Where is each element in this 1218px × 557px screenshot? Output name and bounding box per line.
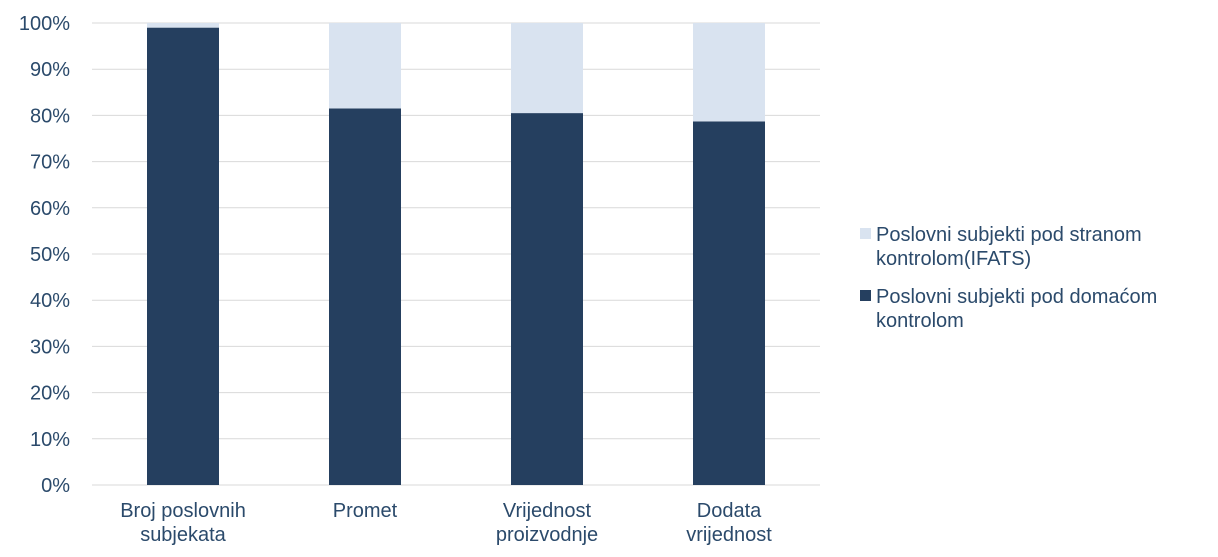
bar-segment-foreign xyxy=(329,23,401,109)
y-tick-label: 30% xyxy=(30,336,70,358)
y-tick-label: 60% xyxy=(30,198,70,220)
legend-label: Poslovni subjekti pod domaćom kontrolom xyxy=(876,286,1157,332)
x-category-label: Vrijednost proizvodnje xyxy=(496,500,598,546)
x-category-label: Broj poslovnih subjekata xyxy=(120,500,246,546)
x-category-label: Dodata vrijednost xyxy=(686,500,772,546)
y-axis-ticks: 0% 10% 20% 30% 40% 50% 60% 70% 80% 90% 100% xyxy=(19,13,70,497)
bars xyxy=(147,23,765,486)
bar-segment-domestic xyxy=(511,113,583,485)
y-tick-label: 50% xyxy=(30,244,70,266)
legend-swatch xyxy=(860,290,871,301)
bar-segment-domestic xyxy=(147,27,219,486)
y-tick-label: 100% xyxy=(19,13,70,35)
y-tick-label: 0% xyxy=(41,475,70,497)
y-tick-label: 80% xyxy=(30,105,70,127)
y-tick-label: 40% xyxy=(30,290,70,312)
x-axis-categories: Broj poslovnih subjekata Promet Vrijednost p… xyxy=(120,500,772,546)
legend-label: Poslovni subjekti pod stranom kontrolom(I… xyxy=(876,224,1142,270)
bar-segment-foreign xyxy=(693,23,765,122)
x-category-label: Promet xyxy=(333,500,398,522)
bar-segment-foreign xyxy=(511,23,583,114)
bar-segment-domestic xyxy=(329,108,401,485)
bar-segment-foreign xyxy=(147,23,219,28)
y-tick-label: 70% xyxy=(30,152,70,174)
legend: Poslovni subjekti pod stranom kontrolom(I… xyxy=(860,224,1157,332)
legend-swatch xyxy=(860,228,871,239)
bar-segment-domestic xyxy=(693,121,765,485)
y-tick-label: 10% xyxy=(30,429,70,451)
y-tick-label: 90% xyxy=(30,59,70,81)
y-tick-label: 20% xyxy=(30,383,70,405)
